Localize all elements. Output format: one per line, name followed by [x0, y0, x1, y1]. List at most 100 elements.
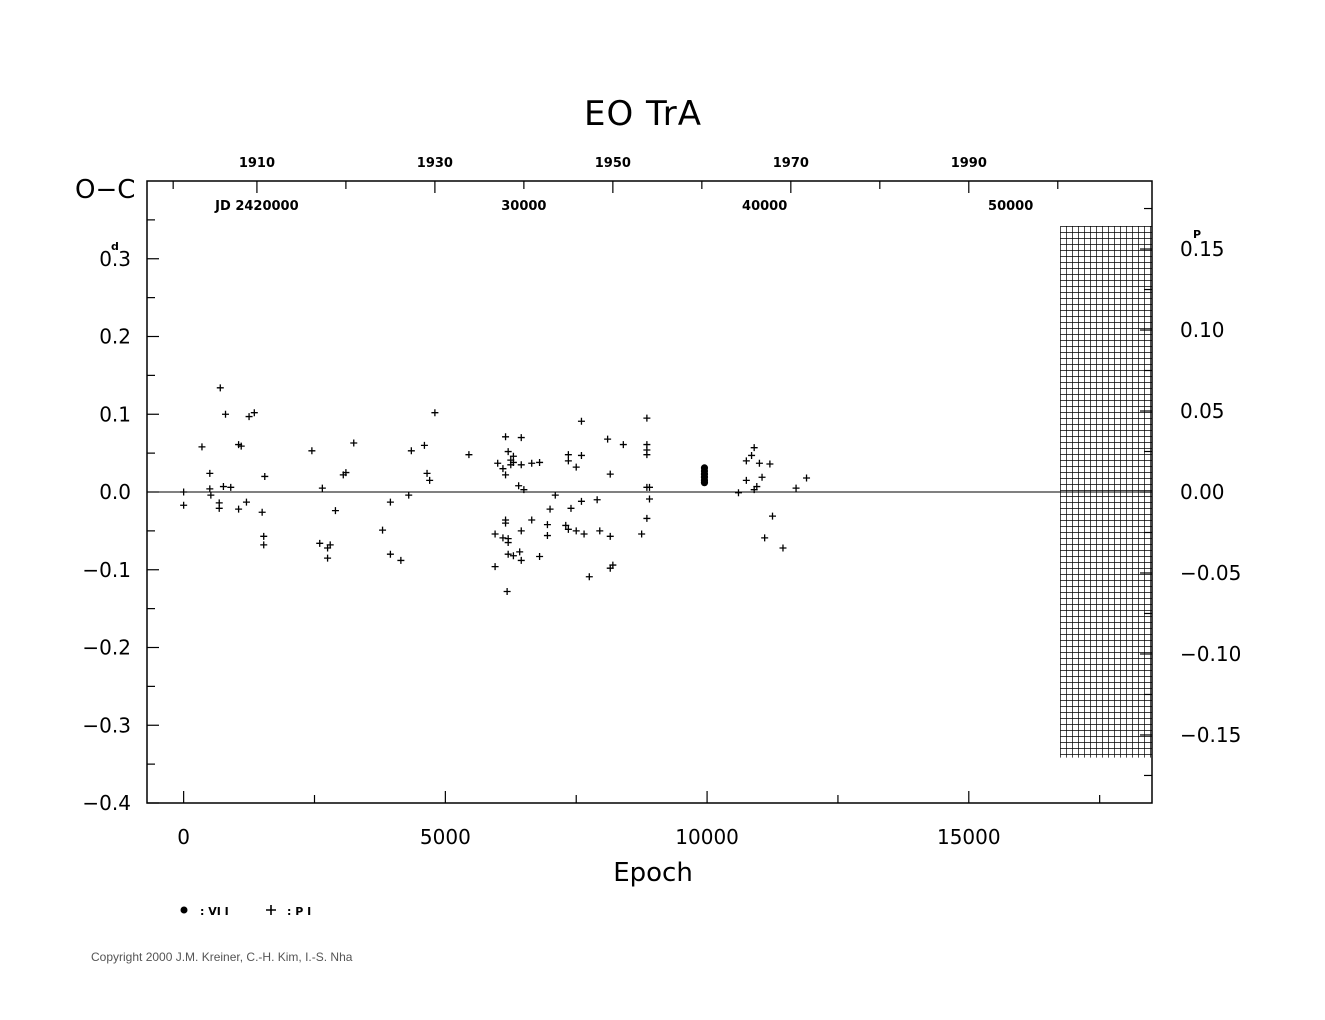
data-point-pi: [536, 458, 544, 466]
y-tick-label: −0.2: [82, 636, 131, 660]
data-point-pi: [593, 496, 601, 504]
legend-label-pi: : P I: [287, 905, 311, 918]
data-point-pi: [426, 476, 434, 484]
data-point-pi: [564, 451, 572, 459]
y2-tick-label: 0.00: [1180, 480, 1225, 504]
x-tick-label: 0: [177, 825, 190, 849]
y2-tick-label: −0.10: [1180, 642, 1241, 666]
data-point-pi: [342, 469, 350, 477]
data-point-pi: [761, 534, 769, 542]
data-point-pi: [386, 550, 394, 558]
data-point-pi: [260, 532, 268, 540]
data-point-pi: [260, 541, 268, 549]
data-point-pi: [509, 552, 517, 560]
data-point-pi: [198, 443, 206, 451]
data-point-pi: [509, 452, 517, 460]
data-point-pi: [551, 491, 559, 499]
jd-tick-label: 40000: [742, 199, 787, 214]
data-point-pi: [742, 457, 750, 465]
y2-tick-label: 0.10: [1180, 318, 1225, 342]
data-point-pi: [577, 417, 585, 425]
data-point-pi: [536, 553, 544, 561]
data-point-pi: [502, 471, 510, 479]
data-point-pi: [227, 483, 235, 491]
data-point-pi: [491, 530, 499, 538]
data-point-pi: [222, 410, 230, 418]
data-point-pi: [237, 442, 245, 450]
data-point-pi: [235, 505, 243, 513]
data-point-pi: [350, 439, 358, 447]
year-tick-label: 1970: [773, 156, 809, 171]
data-point-pi: [543, 532, 551, 540]
data-point-pi: [316, 539, 324, 547]
x-tick-label: 10000: [675, 825, 739, 849]
data-point-pi: [517, 461, 525, 469]
data-point-pi: [753, 483, 761, 491]
axis-frame: [146, 180, 1153, 804]
data-point-pi: [580, 530, 588, 538]
data-point-pi: [397, 556, 405, 564]
y-axis-label: O−C: [75, 175, 135, 205]
data-point-pi: [646, 483, 653, 491]
y2-tick-label: 0.15: [1180, 237, 1225, 261]
data-point-pi: [515, 482, 523, 490]
jd-tick-label: JD 2420000: [214, 199, 298, 214]
data-point-pi: [379, 526, 387, 534]
year-tick-label: 1950: [595, 156, 631, 171]
tick-labels: 0 5000 10000 15000 1910 1930 1950 1970 1990 JD 24…: [82, 156, 1241, 849]
data-point-pi: [504, 448, 512, 456]
legend: : VI I : P I: [180, 905, 311, 918]
data-point-pi: [567, 504, 575, 512]
data-point-pi: [748, 451, 756, 459]
y2-axis-unit: P: [1193, 228, 1201, 241]
year-tick-label: 1910: [239, 156, 275, 171]
data-point-pi: [517, 527, 525, 535]
y2-tick-label: −0.05: [1180, 561, 1241, 585]
data-point-pi: [779, 544, 787, 552]
data-point-pi: [609, 561, 617, 569]
data-point-pi: [546, 505, 554, 513]
data-point-pi: [646, 495, 653, 503]
data-point-pi: [577, 451, 585, 459]
data-point-pi: [423, 469, 431, 477]
y-tick-label: 0.0: [99, 480, 131, 504]
data-point-pi: [564, 525, 572, 533]
y-tick-label: −0.1: [82, 558, 131, 582]
data-point-pi: [619, 441, 627, 449]
data-point-pi: [324, 554, 332, 562]
data-point-pi: [766, 460, 774, 468]
data-point-pi: [504, 550, 512, 558]
jd-tick-label: 30000: [501, 199, 546, 214]
data-point-pi: [516, 548, 524, 556]
data-point-pi: [769, 512, 777, 520]
year-tick-label: 1990: [951, 156, 987, 171]
data-point-pi: [431, 409, 439, 417]
data-point-pi: [491, 563, 499, 571]
data-points: [180, 384, 811, 596]
data-point-pi: [420, 441, 428, 449]
data-point-pi: [643, 514, 651, 522]
data-point-pi: [503, 588, 511, 596]
y-axis-unit: d: [111, 240, 119, 253]
data-point-pi: [638, 530, 646, 538]
data-point-pi: [734, 489, 742, 497]
y-tick-label: −0.3: [82, 713, 131, 737]
data-point-pi: [504, 539, 512, 547]
data-point-pi: [604, 435, 612, 443]
data-point-pi: [755, 459, 763, 467]
y-tick-label: 0.1: [99, 402, 131, 426]
data-point-pi: [517, 556, 525, 564]
data-point-pi: [219, 483, 227, 491]
data-point-pi: [245, 413, 253, 421]
y2-tick-label: 0.05: [1180, 399, 1225, 423]
data-point-pi: [520, 486, 528, 494]
y-tick-label: 0.2: [99, 325, 131, 349]
data-point-pi: [465, 451, 473, 459]
data-point-pi: [494, 459, 502, 467]
data-point-pi: [528, 516, 536, 524]
data-point-pi: [543, 521, 551, 529]
data-point-pi: [318, 484, 326, 492]
data-point-vi: [700, 479, 709, 487]
data-point-pi: [499, 465, 507, 473]
